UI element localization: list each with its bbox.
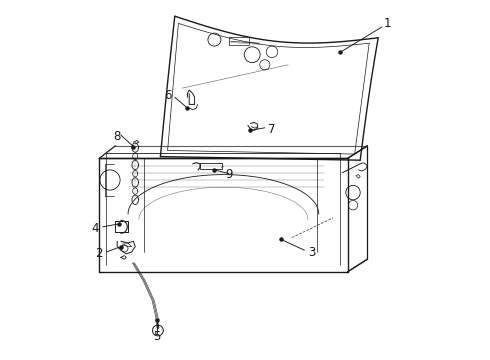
Text: 2: 2	[96, 247, 103, 260]
Bar	[229, 37, 248, 45]
Text: 4: 4	[92, 222, 99, 235]
Text: 8: 8	[114, 130, 121, 143]
Text: 7: 7	[268, 123, 276, 136]
Text: 3: 3	[308, 246, 315, 258]
Text: 1: 1	[384, 17, 391, 30]
Text: 5: 5	[153, 330, 161, 343]
Text: 9: 9	[225, 168, 233, 181]
Text: 6: 6	[164, 89, 171, 102]
Bar	[200, 163, 221, 169]
